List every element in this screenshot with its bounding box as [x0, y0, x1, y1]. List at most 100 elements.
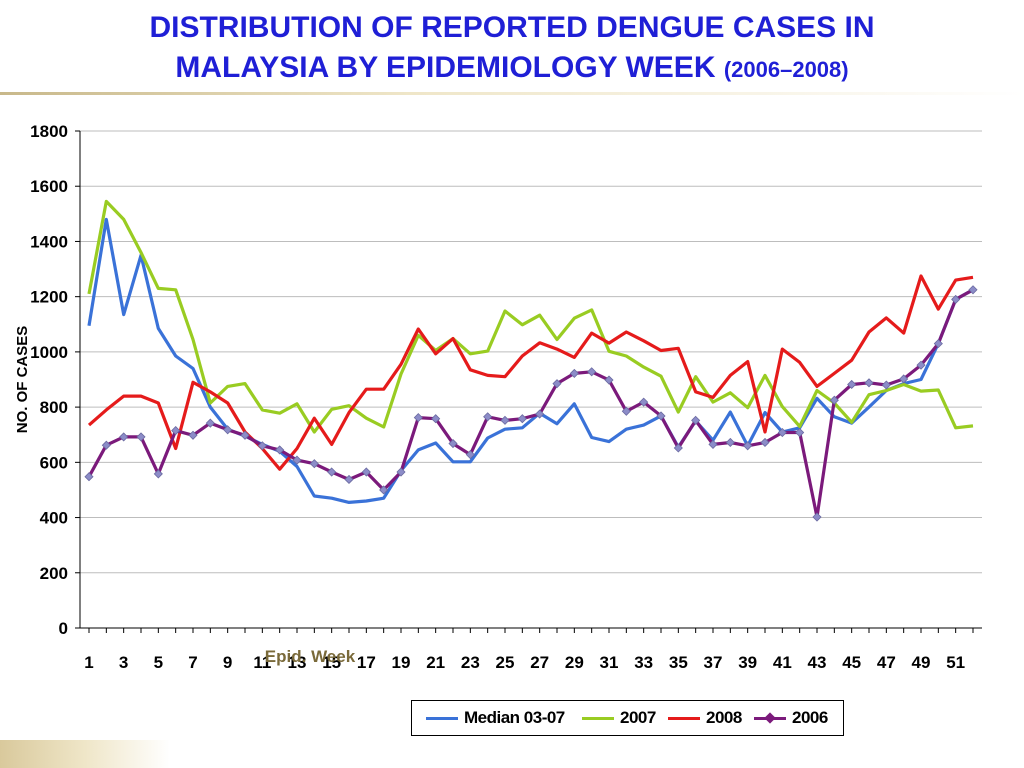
xtick-label-47: 47 [877, 653, 896, 672]
ytick-label-800: 800 [40, 398, 68, 417]
series-3-point-47 [881, 380, 891, 390]
ytick-label-1800: 1800 [30, 122, 68, 141]
series-3-point-43 [812, 512, 822, 522]
xtick-label-25: 25 [496, 653, 515, 672]
xtick-label-51: 51 [946, 653, 965, 672]
ytick-label-200: 200 [40, 564, 68, 583]
title-subtitle: (2006–2008) [723, 57, 849, 82]
xtick-label-29: 29 [565, 653, 584, 672]
ytick-label-600: 600 [40, 453, 68, 472]
xtick-label-19: 19 [392, 653, 411, 672]
xtick-label-3: 3 [119, 653, 128, 672]
series-3-point-20 [413, 413, 423, 423]
series-3-point-41 [777, 427, 787, 438]
xtick-label-33: 33 [634, 653, 653, 672]
series-3-point-5 [153, 469, 163, 479]
series-3-point-25 [500, 415, 510, 425]
xtick-label-11: 11 [253, 653, 271, 672]
ytick-label-0: 0 [59, 619, 68, 638]
series-3-point-34 [656, 411, 666, 421]
legend-item-2007: 2007 [582, 701, 656, 735]
legend: Median 03-07 2007 2008 2006 [411, 700, 844, 736]
series-3-point-11 [257, 441, 267, 451]
legend-swatch-2007 [582, 716, 614, 720]
xtick-label-45: 45 [842, 653, 861, 672]
series-3-point-19 [396, 467, 406, 477]
chart-title: DISTRIBUTION OF REPORTED DENGUE CASES IN… [0, 8, 1024, 90]
series-3-point-35 [673, 443, 683, 453]
series-3-point-27 [535, 409, 545, 419]
series-3-point-44 [829, 395, 839, 405]
series-3-point-14 [309, 459, 319, 469]
ytick-label-1000: 1000 [30, 343, 68, 362]
series-3-point-2 [101, 440, 111, 450]
series-3-point-12 [275, 445, 285, 455]
series-3-point-42 [795, 427, 805, 438]
legend-swatch-median [426, 716, 458, 720]
xtick-label-49: 49 [912, 653, 931, 672]
series-3-point-49 [916, 360, 926, 370]
xtick-label-41: 41 [773, 653, 792, 672]
decorative-corner [0, 740, 170, 768]
xtick-label-7: 7 [188, 653, 197, 672]
legend-swatch-2008 [668, 716, 700, 720]
series-3-point-40 [760, 437, 770, 448]
xtick-label-27: 27 [530, 653, 549, 672]
series-3 [84, 285, 978, 522]
series-3-point-26 [517, 414, 527, 424]
series-1 [87, 199, 974, 434]
x-axis-label: Epid. Week [265, 647, 356, 666]
legend-swatch-2006 [754, 711, 786, 724]
series-0 [87, 217, 974, 504]
ytick-label-1400: 1400 [30, 232, 68, 251]
ytick-label-400: 400 [40, 509, 68, 528]
title-line-1: DISTRIBUTION OF REPORTED DENGUE CASES IN [149, 11, 875, 44]
series-3-point-1 [84, 472, 94, 482]
legend-label-2006: 2006 [792, 708, 828, 727]
series-3-point-4 [136, 432, 146, 442]
series-3-point-8 [205, 418, 215, 428]
legend-label-median: Median 03-07 [464, 708, 565, 727]
series-3-point-24 [483, 412, 493, 422]
series-3-point-6 [171, 426, 181, 436]
ytick-label-1600: 1600 [30, 177, 68, 196]
series-3-point-45 [847, 379, 857, 390]
legend-label-2007: 2007 [620, 708, 656, 727]
xtick-label-1: 1 [84, 653, 93, 672]
series-3-point-22 [448, 438, 458, 449]
series-3-point-28 [552, 379, 562, 389]
series-3-point-52 [968, 285, 978, 295]
series-3-point-23 [465, 450, 475, 460]
series-3-point-13 [292, 455, 302, 465]
xtick-label-5: 5 [154, 653, 163, 672]
series-3-point-31 [604, 375, 614, 385]
series-3-point-46 [864, 378, 874, 388]
series-3-point-33 [639, 397, 649, 407]
series-3-point-38 [725, 437, 735, 448]
xtick-label-23: 23 [461, 653, 480, 672]
legend-item-median: Median 03-07 [426, 701, 565, 735]
series-3-point-15 [327, 467, 337, 477]
legend-item-2008: 2008 [668, 701, 742, 735]
series-3-point-30 [587, 367, 597, 377]
series-3-point-36 [691, 415, 701, 425]
series-3-point-18 [379, 485, 389, 495]
xtick-label-37: 37 [704, 653, 723, 672]
xtick-label-21: 21 [426, 653, 445, 672]
series-3-point-32 [621, 406, 631, 416]
series-3-point-9 [223, 425, 233, 435]
series-line-2 [87, 274, 974, 471]
series-line-1 [87, 199, 974, 434]
xtick-label-31: 31 [600, 653, 619, 672]
legend-item-2006: 2006 [754, 701, 828, 735]
series-3-point-50 [933, 339, 943, 349]
title-line-2-text: MALAYSIA BY EPIDEMIOLOGY WEEK [175, 51, 716, 84]
ytick-label-1200: 1200 [30, 288, 68, 307]
title-line-2: MALAYSIA BY EPIDEMIOLOGY WEEK (2006–2008… [0, 48, 1024, 90]
title-divider [0, 92, 1024, 95]
legend-label-2008: 2008 [706, 708, 742, 727]
series-3-point-10 [240, 430, 250, 440]
y-axis-label: NO. OF CASES [14, 326, 31, 434]
xtick-label-15: 15 [322, 653, 341, 672]
